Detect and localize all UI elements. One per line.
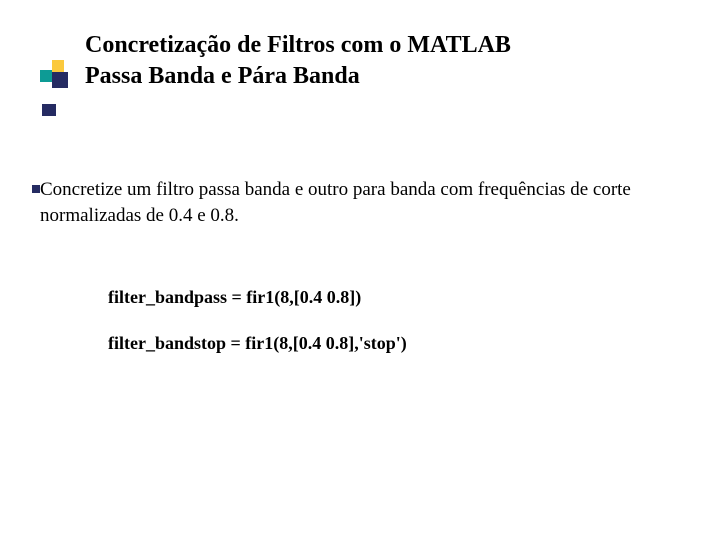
code-line-bandstop: filter_bandstop = fir1(8,[0.4 0.8],'stop… [108, 333, 720, 354]
bullet-block-navy-top [52, 72, 68, 88]
bullet-block-teal [40, 70, 52, 82]
code-region: filter_bandpass = fir1(8,[0.4 0.8]) filt… [0, 229, 720, 354]
slide-title: Concretização de Filtros com o MATLAB Pa… [85, 30, 680, 92]
title-line-1: Concretização de Filtros com o MATLAB [85, 32, 511, 58]
code-line-bandpass: filter_bandpass = fir1(8,[0.4 0.8]) [108, 287, 720, 308]
title-region: Concretização de Filtros com o MATLAB Pa… [0, 0, 720, 92]
body-bullet-marker [32, 185, 40, 193]
bullet-block-yellow [52, 60, 64, 72]
body-region: Concretize um filtro passa banda e outro… [0, 92, 720, 228]
body-text: Concretize um filtro passa banda e outro… [40, 177, 660, 228]
title-line-2: Passa Banda e Pára Banda [85, 63, 360, 89]
body-bullet-item: Concretize um filtro passa banda e outro… [40, 177, 660, 228]
bullet-block-navy-bottom [42, 104, 56, 116]
